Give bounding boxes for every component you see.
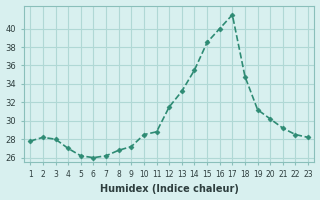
X-axis label: Humidex (Indice chaleur): Humidex (Indice chaleur) — [100, 184, 239, 194]
